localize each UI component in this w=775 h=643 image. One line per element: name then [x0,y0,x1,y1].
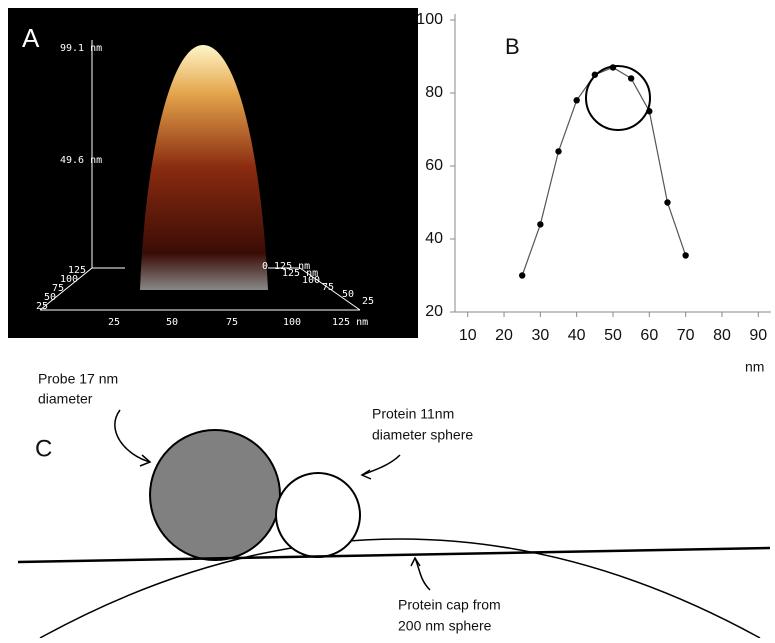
x-label: 50 [166,317,178,328]
surface [18,548,770,562]
x-tick-label: 10 [459,327,477,344]
x-label: 125 nm [332,317,368,328]
y-tick-label: 40 [425,230,443,247]
protein-label: diameter sphere [372,427,473,443]
plot: 20 40 60 80 100 10 20 30 40 50 60 70 80 90 [416,11,771,344]
depth-label: 50 [342,289,354,300]
y-tick-label: 60 [425,157,443,174]
depth-label: 25 [36,301,48,312]
panel-label: B [505,34,520,59]
y-tick-label: 100 [416,11,443,28]
data-point [682,252,688,258]
x-tick-label: 20 [495,327,513,344]
data-point [537,221,543,227]
panel-label: A [22,23,40,53]
depth-label: 25 [362,296,374,307]
protein [276,473,360,557]
probe-label: Probe 17 nm [38,371,118,387]
y-tick-label: 80 [425,84,443,101]
depth-label: 75 [322,282,334,293]
data-point [628,75,634,81]
x-tick-label: 30 [531,327,549,344]
cap-label: Protein cap from [398,597,501,613]
cap-label: 200 nm sphere [398,618,492,634]
figure: A 99.1 nm49.6 nm255075100125 nm125100755… [0,0,775,638]
x-tick-label: 40 [568,327,586,344]
x-tick-label: 60 [640,327,658,344]
protein-label: Protein 11nm [372,406,454,422]
y-tick-label: 20 [425,303,443,320]
data-point [555,148,561,154]
panel-label: C [35,435,52,462]
data-point [573,97,579,103]
z-label: 99.1 nm [60,43,102,54]
x-label: 75 [226,317,238,328]
probe-label: diameter [38,391,93,407]
probe [150,430,280,560]
data-point [664,199,670,205]
z-label: 49.6 nm [60,155,102,166]
depth-label: 100 [302,275,320,286]
x-label: 25 [108,317,120,328]
series-line [522,67,685,275]
x-tick-label: 70 [677,327,695,344]
probe-circle [586,66,650,130]
x-tick-label: 80 [713,327,731,344]
x-tick-label: 50 [604,327,622,344]
x-label: 100 [283,317,301,328]
x-tick-label: 90 [749,327,767,344]
x-axis-label: nm [745,359,764,375]
data-point [519,272,525,278]
